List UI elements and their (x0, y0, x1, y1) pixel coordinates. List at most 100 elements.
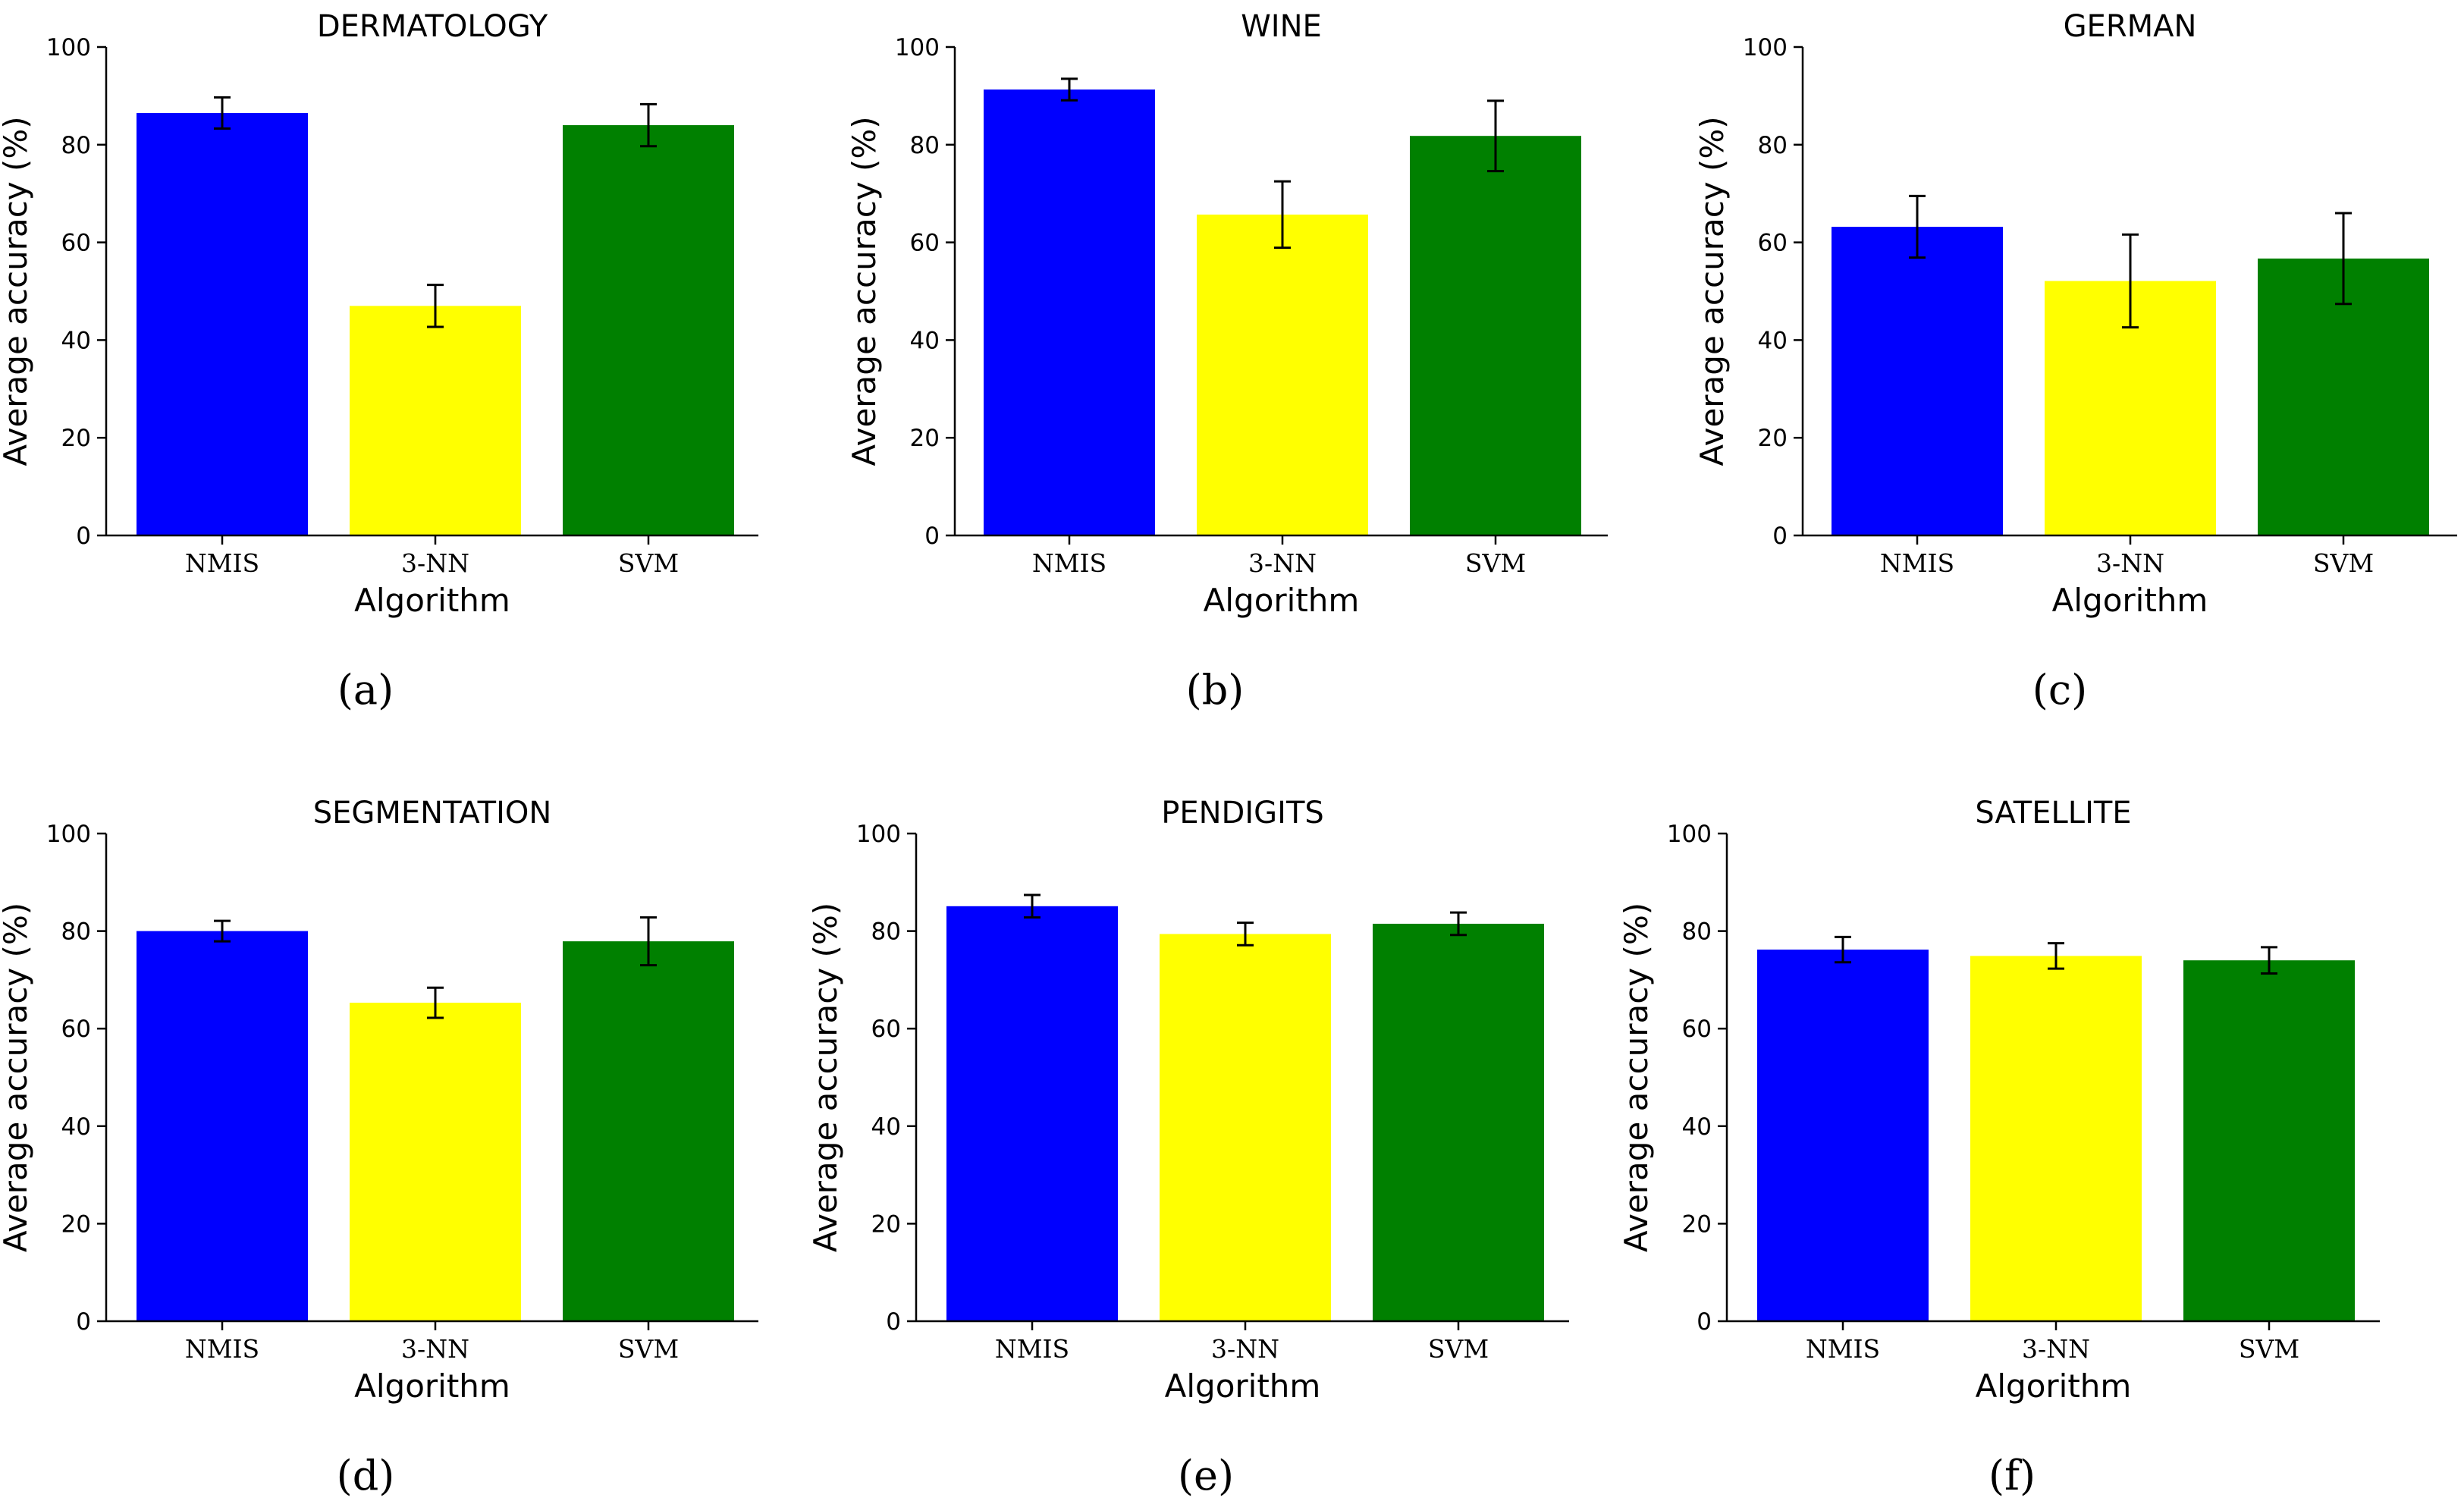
error-bar (1274, 180, 1291, 250)
y-tick-label: 100 (1667, 821, 1712, 848)
x-axis-label: Algorithm (2052, 582, 2208, 619)
y-tick-label: 40 (61, 1113, 91, 1141)
y-tick-label: 20 (1758, 425, 1788, 452)
bar-svm (1373, 923, 1544, 1321)
chart-title: GERMAN (2064, 9, 2197, 44)
y-tick-label: 60 (61, 1016, 91, 1043)
y-tick-label: 20 (871, 1210, 901, 1238)
y-tick-label: 100 (46, 821, 91, 848)
y-tick-label: 40 (1682, 1113, 1712, 1141)
y-tick-label: 80 (61, 918, 91, 946)
error-bar (1024, 893, 1041, 919)
x-tick-label: NMIS (1032, 548, 1106, 578)
y-tick-label: 20 (1682, 1210, 1712, 1238)
x-tick-label: 3-NN (401, 548, 469, 578)
x-tick-label: NMIS (185, 548, 259, 578)
x-tick-label: NMIS (1880, 548, 1954, 578)
y-tick-label: 40 (1758, 327, 1788, 354)
error-bar (214, 919, 231, 943)
y-tick-label: 100 (856, 821, 901, 848)
x-tick-label: SVM (2313, 548, 2374, 578)
x-tick-label: NMIS (995, 1334, 1069, 1364)
y-tick-label: 80 (61, 132, 91, 159)
chart-title: WINE (1241, 9, 1322, 44)
error-bar (1487, 99, 1504, 173)
chart-title: SEGMENTATION (313, 796, 552, 830)
y-axis-label: Average accuracy (%) (807, 903, 844, 1252)
error-bar (2048, 942, 2064, 970)
x-axis-label: Algorithm (1204, 582, 1360, 619)
y-tick-label: 100 (895, 34, 940, 61)
x-tick-label: SVM (618, 1334, 679, 1364)
panel-label: (e) (1178, 1452, 1234, 1499)
bar-3-nn (350, 1003, 521, 1321)
bar-svm (2183, 960, 2355, 1321)
error-bar (1237, 922, 1254, 947)
chart-title: SATELLITE (1975, 796, 2131, 830)
error-bar (1450, 911, 1467, 937)
y-tick-label: 60 (1758, 230, 1788, 257)
error-bar (2122, 233, 2139, 329)
y-tick-label: 0 (1697, 1308, 1712, 1336)
y-tick-label: 80 (910, 132, 940, 159)
error-bar (214, 96, 231, 130)
y-tick-label: 0 (886, 1308, 901, 1336)
bar-svm (1410, 136, 1581, 535)
y-tick-label: 40 (871, 1113, 901, 1141)
bar-nmis (1757, 950, 1929, 1321)
panel-label: (c) (2032, 666, 2087, 714)
y-tick-label: 60 (1682, 1016, 1712, 1043)
error-bar (640, 102, 657, 148)
y-tick-label: 20 (61, 425, 91, 452)
y-tick-label: 80 (1682, 918, 1712, 946)
y-axis-label: Average accuracy (%) (0, 116, 34, 466)
x-axis-label: Algorithm (1976, 1367, 2132, 1405)
y-tick-label: 60 (61, 230, 91, 257)
panel-label: (f) (1988, 1452, 2036, 1499)
x-tick-label: SVM (1428, 1334, 1489, 1364)
y-tick-label: 0 (924, 523, 940, 550)
error-bar (2335, 212, 2352, 306)
bar-nmis (1832, 226, 2003, 535)
error-bar (640, 916, 657, 967)
x-tick-label: SVM (1465, 548, 1526, 578)
y-tick-label: 40 (910, 327, 940, 354)
bar-nmis (946, 906, 1118, 1321)
panel-label: (a) (337, 666, 394, 714)
error-bar (427, 986, 444, 1019)
y-tick-label: 60 (910, 230, 940, 257)
error-bar (1909, 194, 1926, 259)
bar-3-nn (1160, 934, 1331, 1321)
y-tick-label: 100 (46, 34, 91, 61)
chart-panel-3: GERMAN 0 20 40 60 80 100 NMIS 3-NN SVM Algorithm Av… (1693, 9, 2457, 714)
y-axis-label: Average accuracy (%) (1618, 903, 1655, 1252)
chart-panel-4: SEGMENTATION 0 20 40 60 80 100 NMIS 3-NN SVM Algor… (0, 796, 758, 1499)
error-bar (427, 284, 444, 328)
y-tick-label: 20 (910, 425, 940, 452)
bar-nmis (984, 89, 1155, 535)
y-axis-label: Average accuracy (%) (0, 903, 34, 1252)
y-axis-label: Average accuracy (%) (1693, 116, 1731, 466)
x-tick-label: 3-NN (401, 1334, 469, 1364)
panel-label: (d) (337, 1452, 395, 1499)
x-tick-label: 3-NN (2022, 1334, 2090, 1364)
chart-panel-2: WINE 0 20 40 60 80 100 NMIS 3-NN SVM Algorithm Aver… (846, 9, 1608, 714)
y-tick-label: 20 (61, 1210, 91, 1238)
y-tick-label: 80 (871, 918, 901, 946)
error-bar (2261, 946, 2277, 975)
x-axis-label: Algorithm (1165, 1367, 1321, 1405)
error-bar (1061, 77, 1078, 102)
x-tick-label: NMIS (185, 1334, 259, 1364)
y-tick-label: 0 (76, 1308, 91, 1336)
chart-panel-5: PENDIGITS 0 20 40 60 80 100 NMIS 3-NN SVM Algorith… (807, 796, 1569, 1499)
bar-svm (563, 125, 734, 536)
x-tick-label: SVM (618, 548, 679, 578)
x-tick-label: 3-NN (1211, 1334, 1279, 1364)
bar-svm (563, 941, 734, 1321)
y-tick-label: 80 (1758, 132, 1788, 159)
x-tick-label: SVM (2239, 1334, 2299, 1364)
chart-title: DERMATOLOGY (317, 9, 548, 44)
x-axis-label: Algorithm (354, 1367, 510, 1405)
x-tick-label: 3-NN (1248, 548, 1317, 578)
panel-label: (b) (1186, 666, 1245, 714)
